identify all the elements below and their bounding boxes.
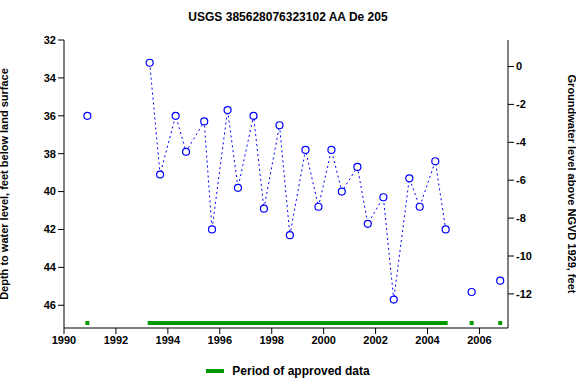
svg-text:Groundwater level above NGVD 1: Groundwater level above NGVD 1929, feet	[566, 75, 568, 294]
svg-text:32: 32	[44, 34, 56, 46]
svg-text:-8: -8	[516, 212, 526, 224]
svg-text:40: 40	[44, 185, 56, 197]
svg-text:44: 44	[44, 261, 57, 273]
svg-text:42: 42	[44, 223, 56, 235]
svg-text:-10: -10	[516, 250, 532, 262]
svg-text:46: 46	[44, 299, 56, 311]
svg-text:36: 36	[44, 110, 56, 122]
svg-text:2006: 2006	[467, 334, 491, 346]
svg-text:-6: -6	[516, 174, 526, 186]
svg-text:34: 34	[44, 72, 57, 84]
svg-text:-12: -12	[516, 288, 532, 300]
svg-text:1998: 1998	[259, 334, 283, 346]
svg-text:2004: 2004	[415, 334, 440, 346]
svg-text:1994: 1994	[156, 334, 181, 346]
svg-text:1992: 1992	[104, 334, 128, 346]
svg-text:Depth to water level, feet bel: Depth to water level, feet below land su…	[8, 68, 10, 300]
svg-text:2002: 2002	[363, 334, 387, 346]
svg-text:-4: -4	[516, 136, 527, 148]
svg-text:1990: 1990	[52, 334, 76, 346]
svg-text:38: 38	[44, 148, 56, 160]
html-text:Period of approved data: Period of approved data	[232, 364, 370, 378]
svg-text:0: 0	[516, 60, 522, 72]
svg-text:-2: -2	[516, 98, 526, 110]
svg-text:2000: 2000	[311, 334, 335, 346]
html-text:USGS 385628076323102 AA De 205: USGS 385628076323102 AA De 205	[188, 10, 388, 24]
svg-text:1996: 1996	[208, 334, 232, 346]
